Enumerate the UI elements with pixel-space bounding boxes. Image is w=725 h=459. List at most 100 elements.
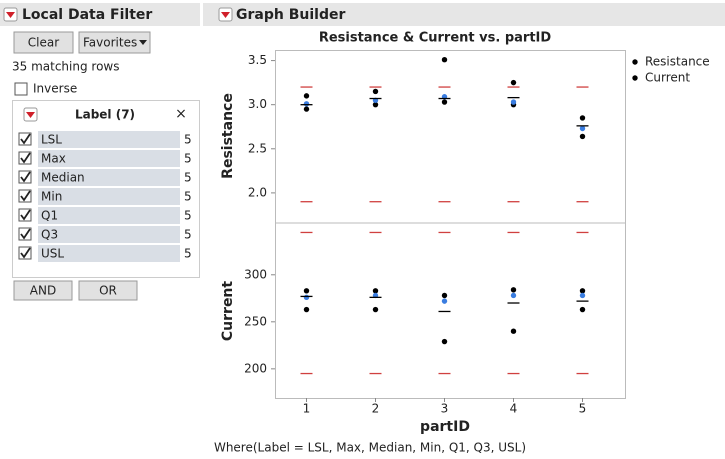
data-point [579, 292, 586, 299]
x-tick-label: 3 [441, 402, 449, 416]
y-tick-label: 2.0 [248, 185, 267, 199]
item-count: 5 [184, 152, 192, 166]
check-mark [20, 228, 31, 240]
y-tick-label: 3.5 [248, 53, 267, 67]
x-axis-title: partID [420, 419, 470, 435]
data-point [441, 99, 448, 105]
item-count: 5 [184, 209, 192, 223]
y-tick-label: 3.0 [248, 97, 267, 111]
data-point [441, 298, 448, 304]
legend-label: Resistance [645, 55, 710, 69]
data-point [510, 79, 517, 86]
legend-label: Current [645, 71, 690, 85]
check-mark [20, 133, 31, 145]
inverse-label: Inverse [33, 82, 77, 96]
data-point [441, 57, 448, 63]
favorites-button[interactable] [78, 31, 151, 54]
close-icon[interactable]: × [175, 106, 187, 122]
y-tick-label: 250 [244, 314, 267, 328]
x-tick-label: 2 [372, 402, 380, 416]
data-point [579, 288, 586, 294]
data-point [303, 294, 310, 301]
data-point [579, 115, 586, 121]
item-label: Median [41, 171, 85, 185]
and-label: AND [30, 284, 56, 298]
data-point [579, 125, 586, 132]
item-label: Min [41, 190, 62, 204]
legend-marker [632, 75, 638, 81]
data-point [510, 328, 517, 334]
inverse-checkbox[interactable] [14, 82, 28, 96]
item-count: 5 [184, 247, 192, 261]
menu-triangle [6, 12, 15, 18]
data-point [372, 288, 379, 294]
item-label: USL [41, 247, 64, 261]
data-point [510, 99, 517, 105]
item-bar[interactable] [38, 150, 180, 167]
data-point [441, 292, 448, 299]
data-point [372, 306, 379, 313]
data-point [510, 287, 517, 293]
data-point [303, 106, 310, 112]
x-tick-label: 1 [303, 402, 311, 416]
clear-button[interactable] [13, 31, 74, 54]
or-label: OR [99, 284, 117, 298]
item-count: 5 [184, 133, 192, 147]
chart-title: Resistance & Current vs. partID [319, 31, 552, 46]
item-count: 5 [184, 171, 192, 185]
data-point [303, 93, 310, 99]
item-bar[interactable] [38, 131, 180, 148]
check-mark [20, 209, 31, 221]
item-bar[interactable] [38, 188, 180, 205]
and-button[interactable] [13, 280, 73, 301]
item-label: LSL [41, 133, 62, 147]
data-point [372, 101, 379, 108]
plot-frame [275, 50, 626, 399]
list-title: Label (7) [75, 108, 135, 122]
data-point [579, 133, 586, 140]
data-point [372, 88, 379, 95]
menu-triangle [221, 12, 230, 18]
check-mark [20, 190, 31, 202]
clear-label: Clear [28, 36, 59, 50]
dropdown-arrow [139, 40, 147, 45]
item-label: Q3 [41, 228, 58, 242]
item-count: 5 [184, 190, 192, 204]
x-tick-label: 4 [510, 402, 518, 416]
item-bar[interactable] [38, 226, 180, 243]
item-label: Max [41, 152, 66, 166]
check-mark [20, 171, 31, 183]
status-text: 35 matching rows [12, 60, 119, 74]
y-tick-label: 200 [244, 361, 267, 375]
filter-header [0, 3, 200, 26]
where-clause: Where(Label = LSL, Max, Median, Min, Q1,… [214, 441, 526, 455]
item-bar[interactable] [38, 207, 180, 224]
item-bar[interactable] [38, 169, 180, 186]
data-point [510, 292, 517, 299]
data-point [303, 101, 310, 107]
filter-title: Local Data Filter [22, 7, 152, 23]
item-count: 5 [184, 228, 192, 242]
item-list: LSL 5 Max 5 Median 5 Min 5 Q1 5 Q3 5 USL 5 [18, 131, 192, 262]
y-axis-title: Current [220, 281, 236, 342]
y-axis-title: Resistance [220, 93, 236, 179]
menu-triangle [26, 112, 35, 118]
graph-title: Graph Builder [236, 7, 345, 23]
item-label: Q1 [41, 209, 58, 223]
check-mark [20, 152, 31, 164]
x-tick-label: 5 [579, 402, 587, 416]
y-tick-label: 2.5 [248, 141, 267, 155]
graph-header [203, 3, 725, 26]
check-mark [20, 247, 31, 259]
data-point [303, 306, 310, 313]
data-point [441, 338, 448, 345]
data-point [303, 288, 310, 294]
y-tick-label: 300 [244, 267, 267, 281]
favorites-label: Favorites [83, 36, 137, 50]
item-bar[interactable] [38, 245, 180, 262]
or-button[interactable] [78, 280, 138, 301]
legend-marker [632, 59, 638, 65]
